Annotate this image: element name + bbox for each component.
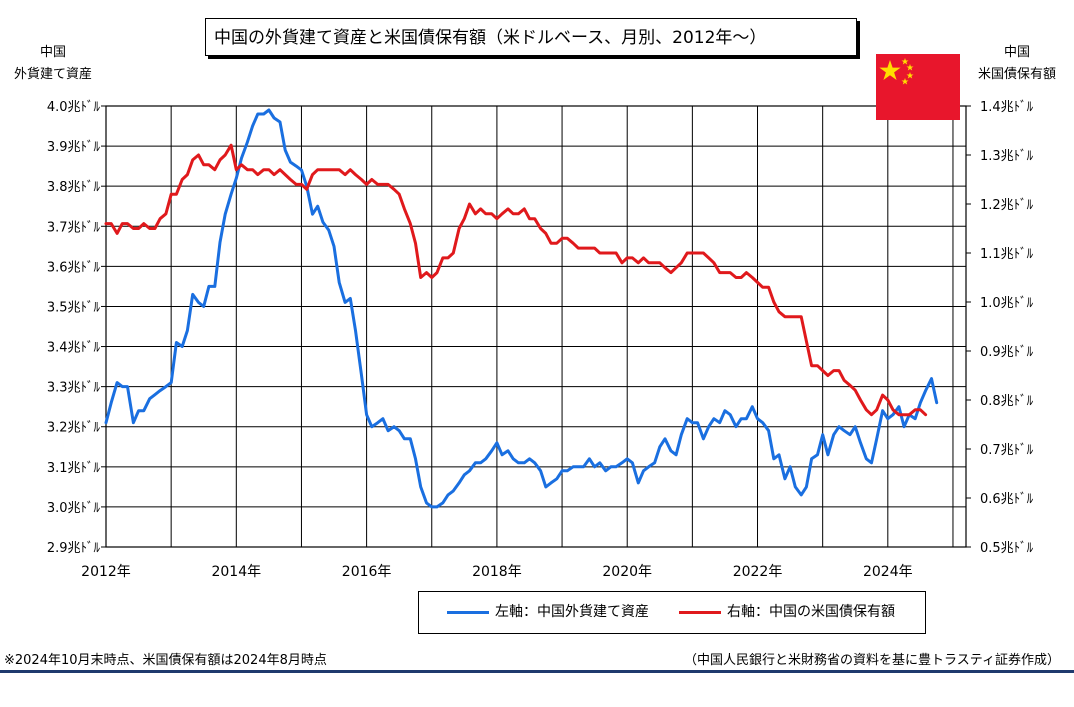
series-line-foreign-assets [104, 108, 939, 509]
flag-small-star-1 [901, 58, 909, 65]
chart-legend: 左軸：中国外貨建て資産 右軸：中国の米国債保有額 [418, 591, 926, 634]
right-tick-label: 1.3兆ﾄﾞﾙ [980, 149, 1034, 164]
x-tick-label: 2014年 [211, 564, 261, 580]
right-axis-title-line1: 中国 [1003, 45, 1030, 60]
left-tick-label: 2.9兆ﾄﾞﾙ [47, 541, 101, 556]
chart-ticks: 2.9兆ﾄﾞﾙ 3.0兆ﾄﾞﾙ 3.1兆ﾄﾞﾙ 3.2兆ﾄﾞﾙ 3.3兆ﾄﾞﾙ 3.4兆ﾄ… [47, 100, 1034, 580]
chart-lines [104, 108, 939, 509]
left-tick-label: 3.3兆ﾄﾞﾙ [47, 381, 101, 396]
flag-small-star-4 [901, 78, 909, 85]
flag-big-star [879, 60, 901, 80]
right-tick-label: 0.5兆ﾄﾞﾙ [980, 541, 1034, 556]
left-axis-title: 中国 外貨建て資産 [6, 42, 100, 86]
right-tick-label: 1.4兆ﾄﾞﾙ [980, 100, 1034, 115]
right-tick-label: 0.6兆ﾄﾞﾙ [980, 492, 1034, 507]
x-tick-label: 2022年 [733, 564, 783, 580]
series-line-us-treasuries [104, 143, 928, 417]
right-tick-label: 0.8兆ﾄﾞﾙ [980, 394, 1034, 409]
legend-item-right-series: 右軸：中国の米国債保有額 [679, 592, 895, 633]
x-tick-label: 2016年 [342, 564, 392, 580]
legend-label-left-series: 左軸：中国外貨建て資産 [495, 604, 649, 620]
right-tick-label: 1.1兆ﾄﾞﾙ [980, 247, 1034, 262]
flag-small-star-2 [906, 64, 914, 71]
x-tick-label: 2024年 [863, 564, 913, 580]
right-tick-label: 0.9兆ﾄﾞﾙ [980, 345, 1034, 360]
x-tick-label: 2018年 [472, 564, 522, 580]
footnote-source: （中国人民銀行と米財務省の資料を基に豊トラスティ証券作成） [684, 653, 1060, 668]
x-tick-label: 2012年 [81, 564, 131, 580]
left-tick-label: 3.4兆ﾄﾞﾙ [47, 341, 101, 356]
left-tick-label: 3.5兆ﾄﾞﾙ [47, 300, 101, 315]
bottom-rule [0, 670, 1074, 673]
right-axis-title-line2: 米国債保有額 [977, 67, 1056, 82]
left-tick-label: 3.9兆ﾄﾞﾙ [47, 140, 101, 155]
footnote-date: ※2024年10月末時点、米国債保有額は2024年8月時点 [4, 653, 327, 668]
chart-grid [101, 105, 971, 548]
legend-swatch-red [679, 610, 721, 614]
legend-label-right-series: 右軸：中国の米国債保有額 [727, 604, 895, 620]
left-tick-label: 3.0兆ﾄﾞﾙ [47, 501, 101, 516]
right-tick-label: 1.2兆ﾄﾞﾙ [980, 198, 1034, 213]
x-tick-label: 2020年 [602, 564, 652, 580]
left-axis-title-line1: 中国 [39, 45, 66, 60]
legend-item-left-series: 左軸：中国外貨建て資産 [447, 592, 649, 633]
left-tick-label: 3.1兆ﾄﾞﾙ [47, 461, 101, 476]
china-flag-icon [876, 54, 960, 120]
chart-title: 中国の外貨建て資産と米国債保有額（米ドルベース、月別、2012年～） [205, 18, 857, 56]
right-tick-label: 1.0兆ﾄﾞﾙ [980, 296, 1034, 311]
left-tick-label: 3.6兆ﾄﾞﾙ [47, 260, 101, 275]
right-axis-title: 中国 米国債保有額 [964, 42, 1070, 86]
left-tick-label: 4.0兆ﾄﾞﾙ [47, 100, 101, 115]
right-tick-label: 0.7兆ﾄﾞﾙ [980, 443, 1034, 458]
plot-frame [105, 105, 967, 548]
left-tick-label: 3.8兆ﾄﾞﾙ [47, 180, 101, 195]
left-axis-title-line2: 外貨建て資産 [13, 67, 92, 82]
flag-small-star-3 [906, 72, 914, 79]
left-tick-label: 3.7兆ﾄﾞﾙ [47, 220, 101, 235]
left-tick-label: 3.2兆ﾄﾞﾙ [47, 421, 101, 436]
legend-swatch-blue [447, 610, 489, 614]
flag-stars [879, 58, 914, 85]
